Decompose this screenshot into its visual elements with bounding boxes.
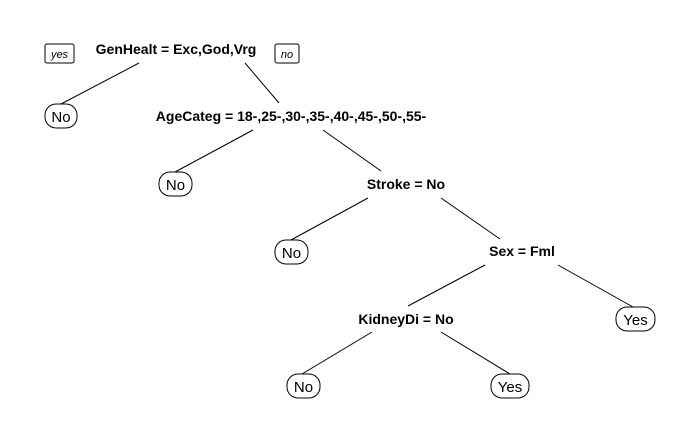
split-age: AgeCateg = 18-,25-,30-,35-,40-,45-,50-,5… [156,108,427,124]
split-sex: Sex = Fml [489,243,555,259]
svg-text:no: no [281,49,293,61]
leaf-node: No [274,239,309,265]
branch-no-label: no [274,43,300,64]
branch-yes-label: yes [44,43,75,64]
split-root: GenHealt = Exc,God,Vrg [96,41,257,57]
edge-root-leaf1 [60,62,140,105]
leaf-node: Yes [615,306,656,332]
edge-sex-kidney [407,264,486,307]
split-stroke: Stroke = No [367,176,445,192]
leaf-node: No [286,373,321,399]
svg-text:No: No [51,109,70,126]
edge-sex-leaf6 [557,264,634,308]
leaf-node: No [44,103,78,129]
svg-text:Yes: Yes [623,312,647,329]
leaf-node: Yes [490,373,530,399]
svg-text:No: No [294,379,313,396]
edge-kidney-leaf4 [301,331,373,375]
svg-text:No: No [166,177,185,194]
edge-root-age [244,62,280,104]
edge-kidney-leaf5 [440,331,511,375]
svg-text:No: No [282,245,301,262]
split-kidney: KidneyDi = No [358,311,453,327]
edge-age-stroke [322,129,382,172]
leaf-node: No [158,171,193,197]
edge-stroke-sex [440,197,501,240]
tree-edges [60,62,634,375]
svg-text:yes: yes [50,49,69,61]
edge-age-leaf2 [174,129,254,173]
svg-text:Yes: Yes [498,379,522,396]
edge-stroke-leaf3 [290,197,369,241]
